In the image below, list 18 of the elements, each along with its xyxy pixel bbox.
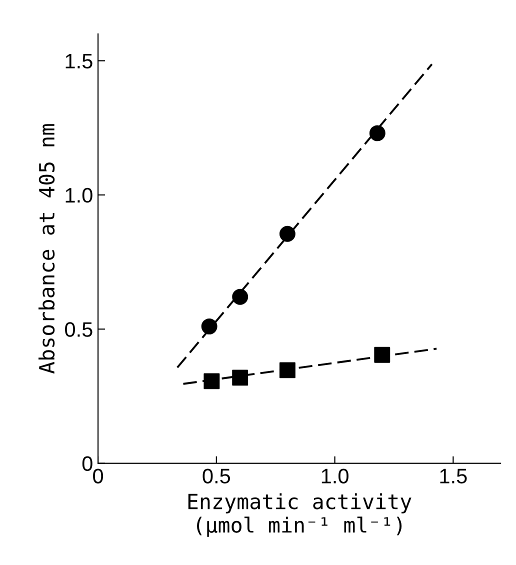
- y-tick-label: 1.5: [66, 54, 92, 68]
- point: [232, 370, 248, 386]
- point: [279, 362, 296, 378]
- point: [279, 226, 296, 242]
- point: [369, 125, 386, 142]
- x-axis-title: Enzymatic activity (μmol min⁻¹ ml⁻¹): [188, 493, 412, 537]
- point: [204, 373, 220, 390]
- y-tick-label: 0: [82, 456, 92, 472]
- y-tick-label: 1.0: [66, 188, 92, 203]
- x-tick-label: 0.5: [202, 468, 230, 484]
- point: [232, 288, 248, 305]
- y-axis-title: Absorbance at 405 nm: [38, 124, 55, 374]
- x-tick-label: 1.5: [440, 468, 467, 484]
- point: [201, 318, 218, 334]
- x-tick-label: 0: [93, 468, 104, 484]
- x-tick-label: 1.0: [322, 468, 348, 484]
- point: [374, 346, 390, 363]
- y-tick-label: 0.5: [65, 322, 92, 337]
